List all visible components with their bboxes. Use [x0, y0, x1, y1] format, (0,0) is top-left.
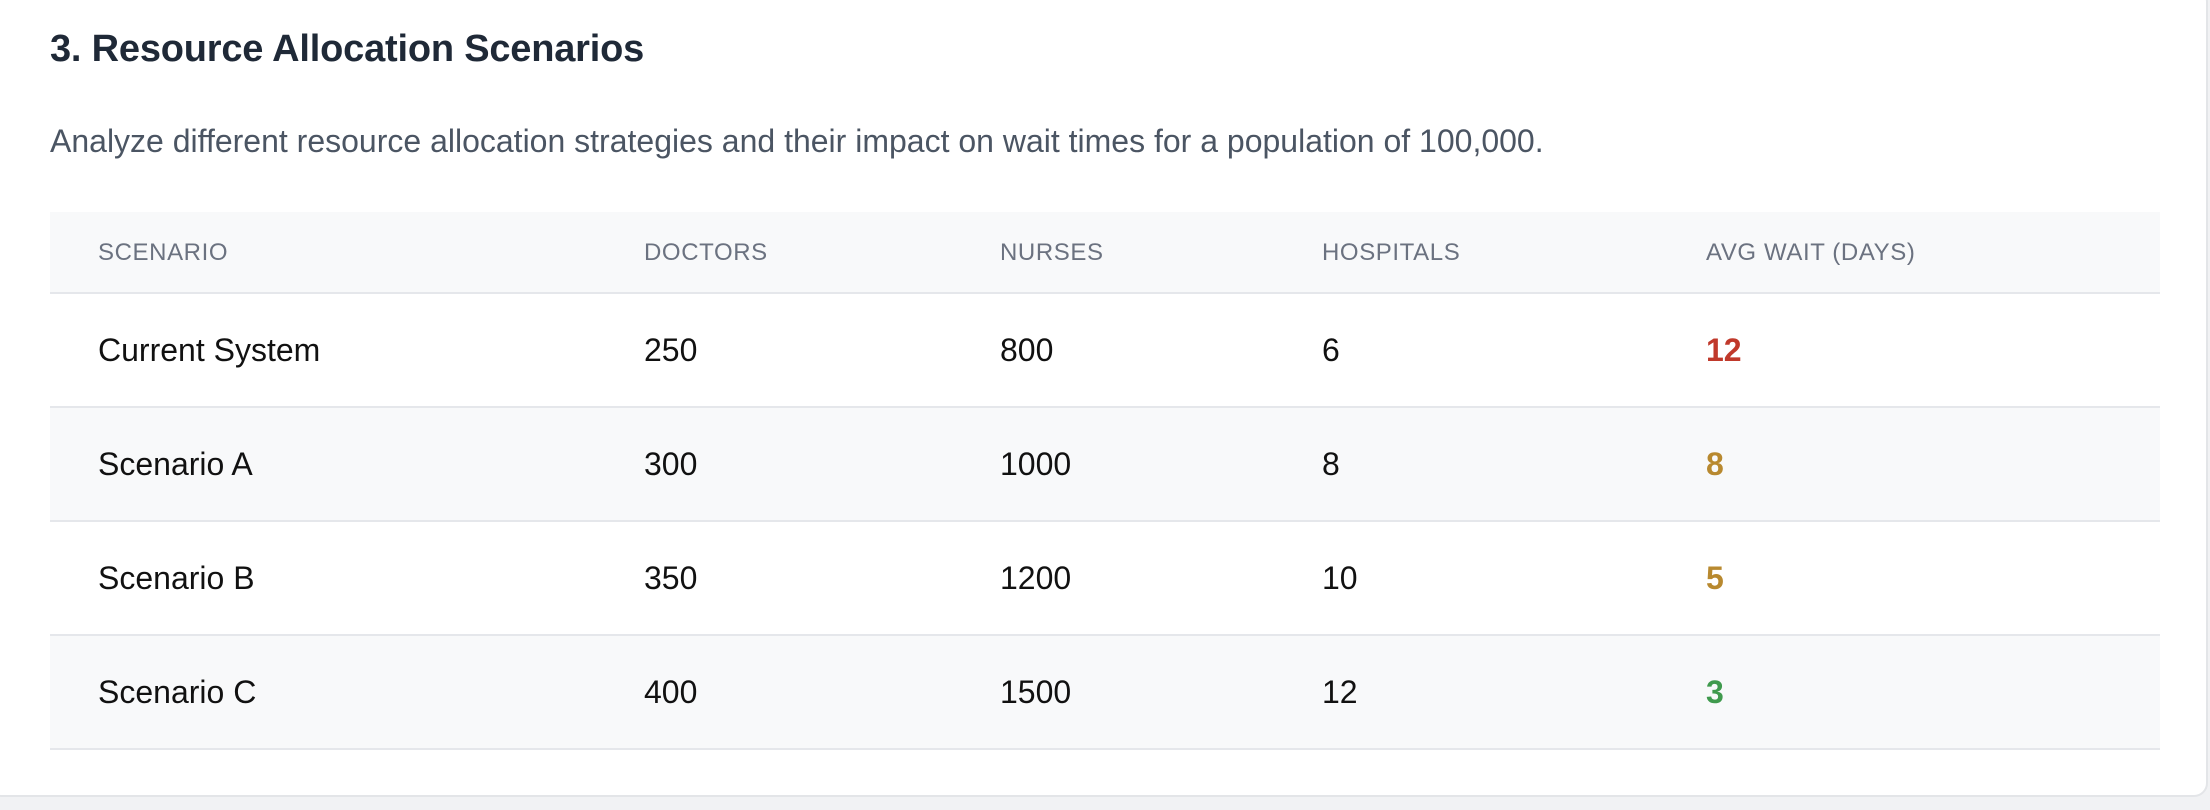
doctors-value: 250 — [644, 331, 698, 368]
hospitals-value: 10 — [1322, 559, 1358, 596]
section-title: 3. Resource Allocation Scenarios — [50, 28, 645, 70]
avg-wait-value: 8 — [1706, 445, 1724, 482]
avg-wait-value: 12 — [1706, 331, 1742, 368]
doctors-value: 300 — [644, 445, 698, 482]
scenario-name: Current System — [98, 331, 321, 368]
nurses-value: 1500 — [1000, 673, 1072, 710]
hospitals-value: 12 — [1322, 673, 1358, 710]
nurses-value: 1000 — [1000, 445, 1072, 482]
scenarios-table: SCENARIO DOCTORS NURSES HOSPITALS AVG WA… — [50, 212, 2160, 750]
column-header-hospitals: HOSPITALS — [1322, 239, 1461, 266]
section-description: Analyze different resource allocation st… — [50, 123, 1544, 159]
hospitals-value: 6 — [1322, 331, 1340, 368]
table-row: Scenario A 300 1000 8 8 — [50, 408, 2160, 522]
avg-wait-value: 5 — [1706, 559, 1724, 596]
table-row: Scenario B 350 1200 10 5 — [50, 522, 2160, 636]
table-row: Scenario C 400 1500 12 3 — [50, 636, 2160, 750]
scenario-name: Scenario C — [98, 673, 257, 710]
nurses-value: 1200 — [1000, 559, 1072, 596]
doctors-value: 400 — [644, 673, 698, 710]
table-row: Current System 250 800 6 12 — [50, 294, 2160, 408]
hospitals-value: 8 — [1322, 445, 1340, 482]
doctors-value: 350 — [644, 559, 698, 596]
column-header-scenario: SCENARIO — [98, 239, 229, 266]
column-header-nurses: NURSES — [1000, 239, 1104, 266]
column-header-doctors: DOCTORS — [644, 239, 768, 266]
nurses-value: 800 — [1000, 331, 1054, 368]
column-header-avg-wait: AVG WAIT (DAYS) — [1706, 239, 1916, 266]
scenario-name: Scenario A — [98, 445, 253, 482]
scenario-name: Scenario B — [98, 559, 255, 596]
table-header-row: SCENARIO DOCTORS NURSES HOSPITALS AVG WA… — [50, 212, 2160, 294]
avg-wait-value: 3 — [1706, 673, 1724, 710]
